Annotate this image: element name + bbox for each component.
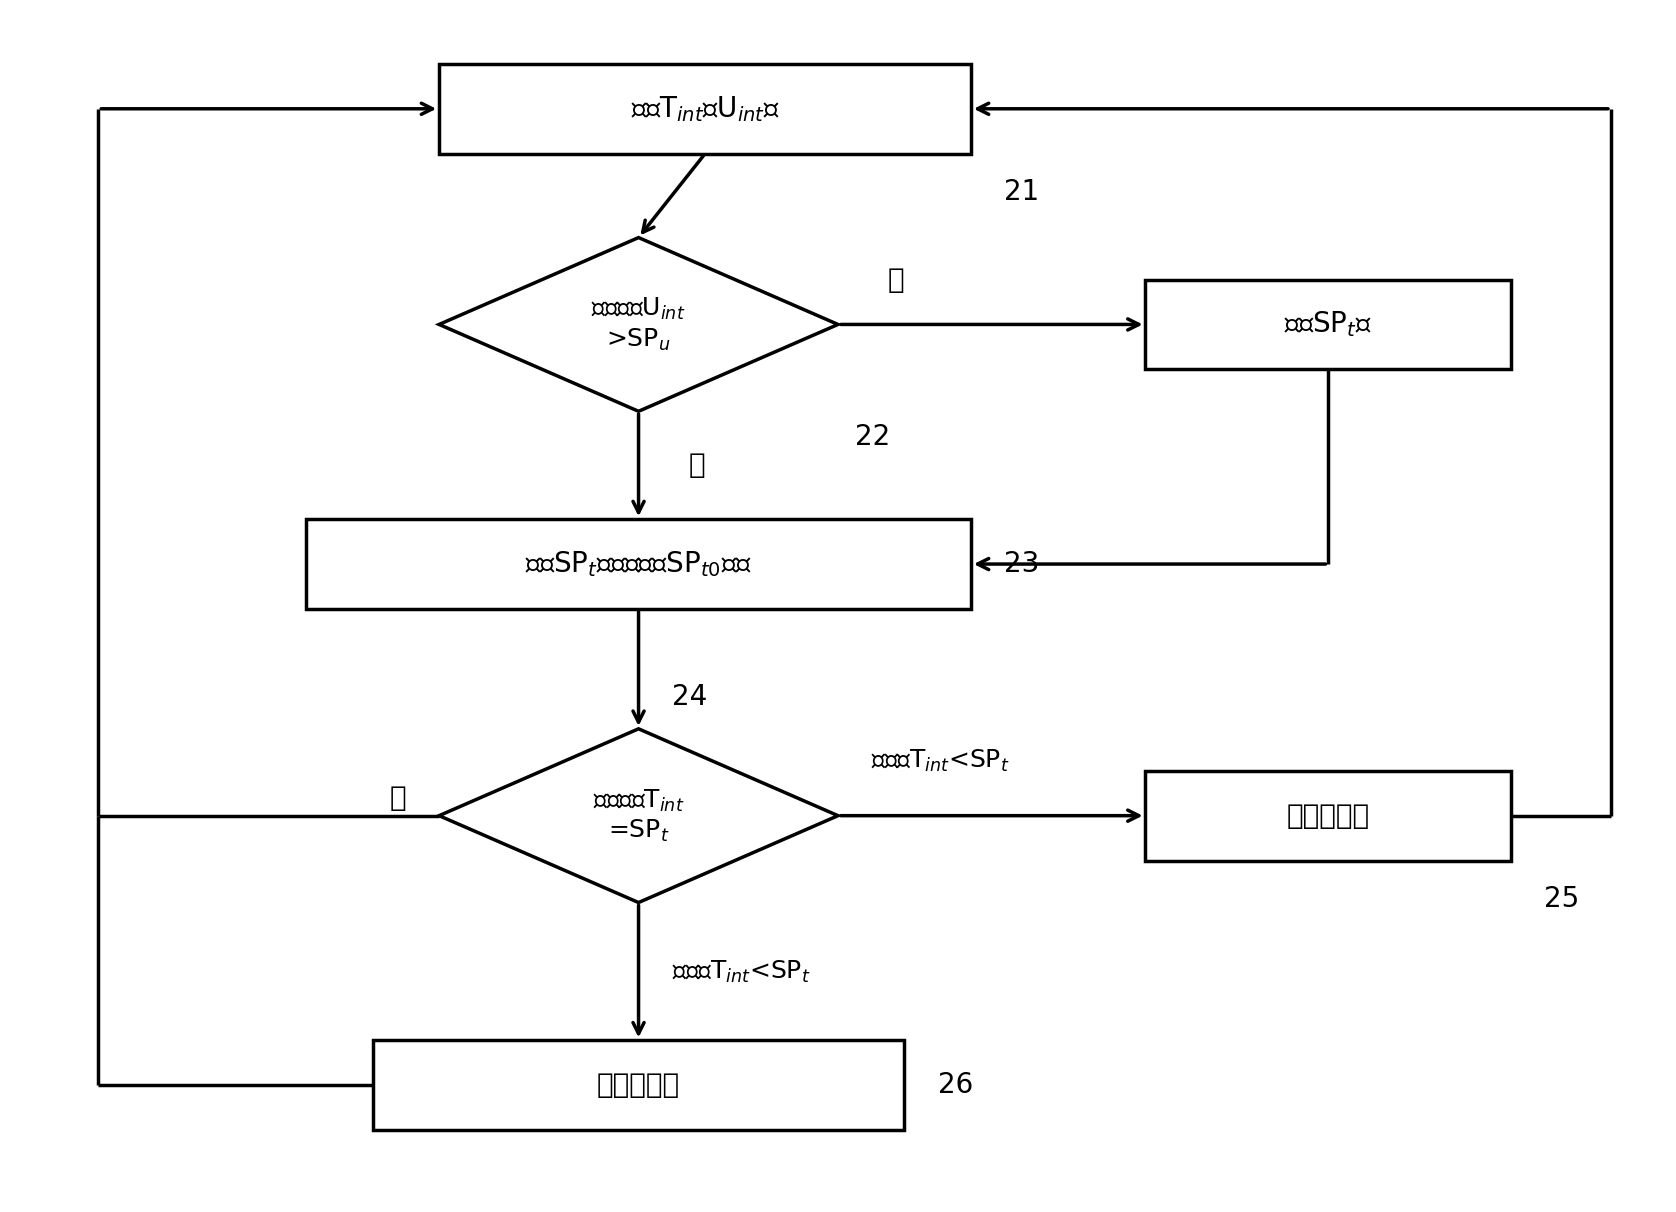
Bar <box>307 519 970 608</box>
Text: 降低SP$_t$值，直到位SP$_{t0}$为止: 降低SP$_t$值，直到位SP$_{t0}$为止 <box>525 549 753 579</box>
Text: 26: 26 <box>939 1071 974 1099</box>
Text: 否，且T$_{int}$<SP$_t$: 否，且T$_{int}$<SP$_t$ <box>672 959 811 984</box>
Text: 是: 是 <box>389 784 406 812</box>
Text: 25: 25 <box>1544 885 1580 913</box>
Bar <box>439 64 970 154</box>
Text: 是: 是 <box>888 267 905 295</box>
Bar <box>1145 771 1512 861</box>
Bar <box>1145 280 1512 370</box>
Text: 测试T$_{int}$，U$_{int}$值: 测试T$_{int}$，U$_{int}$值 <box>630 93 779 124</box>
Text: 23: 23 <box>1004 550 1039 578</box>
Text: 判断是否T$_{int}$
=SP$_t$: 判断是否T$_{int}$ =SP$_t$ <box>593 788 684 844</box>
Text: 否: 否 <box>689 451 706 479</box>
Text: 增大通风量: 增大通风量 <box>597 1071 680 1099</box>
Polygon shape <box>439 728 838 903</box>
Text: 判断是否U$_{int}$
>SP$_u$: 判断是否U$_{int}$ >SP$_u$ <box>592 296 685 353</box>
Text: 24: 24 <box>672 682 707 710</box>
Text: 增加SP$_t$值: 增加SP$_t$值 <box>1284 309 1373 339</box>
Text: 21: 21 <box>1004 178 1039 206</box>
Text: 否，且T$_{int}$<SP$_t$: 否，且T$_{int}$<SP$_t$ <box>872 748 1011 773</box>
Bar <box>372 1040 905 1130</box>
Text: 减小通风量: 减小通风量 <box>1287 801 1369 830</box>
Polygon shape <box>439 238 838 411</box>
Text: 22: 22 <box>855 423 890 451</box>
